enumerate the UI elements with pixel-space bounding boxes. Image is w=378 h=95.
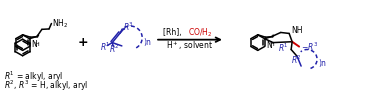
- Text: $R^1$ = alkyl, aryl: $R^1$ = alkyl, aryl: [4, 70, 63, 84]
- Text: $R^2$: $R^2$: [109, 42, 120, 55]
- Text: $R^3$: $R^3$: [123, 21, 134, 33]
- Text: H$^+$, solvent: H$^+$, solvent: [166, 39, 214, 52]
- Text: $R^2$: $R^2$: [291, 54, 302, 66]
- Text: CO/H$_2$: CO/H$_2$: [188, 27, 212, 39]
- Text: $R^1$: $R^1$: [278, 41, 289, 54]
- Text: H: H: [35, 42, 39, 47]
- Text: N: N: [32, 40, 37, 49]
- Text: N: N: [266, 41, 272, 50]
- Text: NH: NH: [291, 26, 303, 35]
- Text: NH$_2$: NH$_2$: [53, 17, 68, 30]
- Text: H: H: [269, 42, 274, 47]
- Text: $R^2$, $R^3$ = H, alkyl, aryl: $R^2$, $R^3$ = H, alkyl, aryl: [4, 78, 88, 93]
- Text: +: +: [78, 36, 89, 49]
- Text: [Rh],: [Rh],: [163, 28, 184, 37]
- Text: )n: )n: [318, 59, 326, 68]
- Text: $R^1$: $R^1$: [100, 40, 111, 53]
- Text: $-R^3$: $-R^3$: [301, 40, 319, 53]
- Text: )n: )n: [143, 38, 151, 47]
